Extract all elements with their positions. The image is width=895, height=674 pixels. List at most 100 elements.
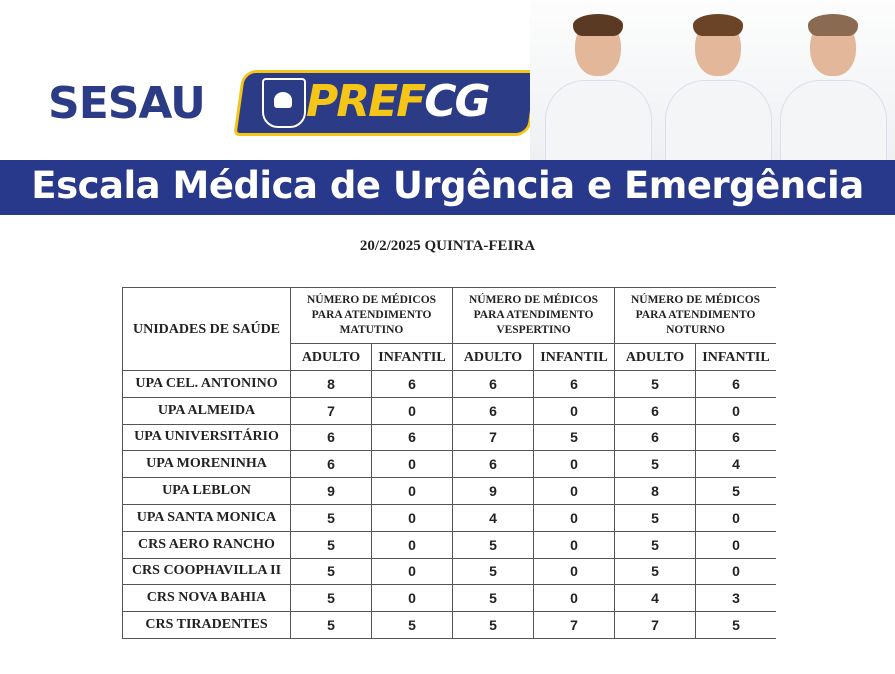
sesau-logo: SESAU	[48, 78, 206, 129]
doctor-count: 4	[614, 584, 696, 613]
group-header-noturno: NÚMERO DE MÉDICOS PARA ATENDIMENTO NOTURNO	[614, 287, 776, 344]
unit-name: UPA MORENINHA	[122, 450, 291, 479]
table-row: UPA SANTA MONICA 5 0 4 0 5 0	[122, 503, 776, 532]
table-row: CRS COOPHAVILLA II 5 0 5 0 5 0	[122, 557, 776, 586]
doctor-count: 9	[452, 477, 534, 505]
doctor-count: 5	[290, 611, 372, 639]
doctor-count: 6	[452, 396, 534, 425]
group-header-vespertino: NÚMERO DE MÉDICOS PARA ATENDIMENTO VESPERT…	[452, 287, 615, 344]
sub-header: INFANTIL	[695, 343, 776, 371]
doctor-count: 5	[452, 530, 534, 559]
doctor-count: 5	[452, 557, 534, 586]
unit-column-header: UNIDADES DE SAÚDE	[122, 287, 291, 371]
unit-name: UPA SANTA MONICA	[122, 503, 291, 532]
doctor-count: 8	[614, 477, 696, 505]
doctor-count: 4	[452, 503, 534, 532]
doctor-count: 5	[614, 370, 696, 398]
page-title: Escala Médica de Urgência e Emergência	[31, 164, 864, 207]
doctor-count: 0	[371, 557, 453, 586]
doctor-figure	[665, 10, 772, 160]
doctor-count: 6	[452, 370, 534, 398]
doctor-count: 0	[695, 396, 776, 425]
unit-name: CRS TIRADENTES	[122, 611, 291, 639]
doctor-count: 0	[695, 530, 776, 559]
doctor-count: 5	[614, 503, 696, 532]
doctor-count: 5	[290, 530, 372, 559]
table-row: UPA MORENINHA 6 0 6 0 5 4	[122, 450, 776, 479]
schedule-table: UNIDADES DE SAÚDE NÚMERO DE MÉDICOS PARA …	[122, 287, 776, 639]
doctor-count: 3	[695, 584, 776, 613]
doctor-count: 6	[371, 423, 453, 452]
doctor-count: 0	[533, 530, 615, 559]
unit-name: CRS AERO RANCHO	[122, 530, 291, 559]
logo-pref: PREF	[306, 76, 426, 127]
doctor-count: 6	[614, 423, 696, 452]
doctor-count: 0	[371, 530, 453, 559]
group-header-matutino: NÚMERO DE MÉDICOS PARA ATENDIMENTO MATUTIN…	[290, 287, 453, 344]
title-banner: Escala Médica de Urgência e Emergência	[0, 160, 895, 215]
doctor-count: 6	[614, 396, 696, 425]
doctor-count: 5	[695, 611, 776, 639]
doctor-count: 0	[371, 503, 453, 532]
unit-name: UPA ALMEIDA	[122, 396, 291, 425]
doctor-count: 0	[533, 557, 615, 586]
doctor-count: 5	[533, 423, 615, 452]
doctor-count: 6	[533, 370, 615, 398]
doctor-count: 6	[290, 423, 372, 452]
doctor-count: 7	[533, 611, 615, 639]
doctor-count: 7	[614, 611, 696, 639]
doctor-count: 0	[533, 477, 615, 505]
doctor-count: 7	[290, 396, 372, 425]
schedule-date: 20/2/2025 QUINTA-FEIRA	[359, 238, 536, 254]
unit-name: UPA UNIVERSITÁRIO	[122, 423, 291, 452]
doctor-figure	[545, 10, 652, 160]
doctor-count: 5	[614, 450, 696, 479]
doctor-count: 0	[371, 477, 453, 505]
sub-header: ADULTO	[290, 343, 372, 371]
doctor-count: 0	[371, 450, 453, 479]
doctor-count: 0	[695, 503, 776, 532]
table-row: CRS NOVA BAHIA 5 0 5 0 4 3	[122, 584, 776, 613]
doctor-count: 5	[290, 557, 372, 586]
doctor-count: 0	[533, 584, 615, 613]
doctor-count: 6	[371, 370, 453, 398]
doctor-count: 6	[452, 450, 534, 479]
doctor-count: 6	[695, 423, 776, 452]
doctor-count: 5	[290, 584, 372, 613]
sub-header: INFANTIL	[371, 343, 453, 371]
doctor-count: 7	[452, 423, 534, 452]
doctor-count: 5	[695, 477, 776, 505]
table-row: UPA ALMEIDA 7 0 6 0 6 0	[122, 396, 776, 425]
table-row: UPA LEBLON 9 0 9 0 8 5	[122, 477, 776, 505]
unit-name: CRS COOPHAVILLA II	[122, 557, 291, 586]
doctor-count: 0	[533, 450, 615, 479]
doctor-count: 0	[533, 396, 615, 425]
doctor-count: 5	[371, 611, 453, 639]
coat-of-arms-icon	[262, 78, 306, 128]
table-row: CRS TIRADENTES 5 5 5 7 7 5	[122, 611, 776, 639]
doctor-count: 6	[695, 370, 776, 398]
doctor-count: 5	[614, 530, 696, 559]
table-row: UPA CEL. ANTONINO 8 6 6 6 5 6	[122, 370, 776, 398]
doctors-photo	[530, 0, 895, 160]
doctor-count: 0	[371, 396, 453, 425]
doctor-count: 6	[290, 450, 372, 479]
doctor-count: 0	[533, 503, 615, 532]
unit-name: UPA CEL. ANTONINO	[122, 370, 291, 398]
doctor-count: 9	[290, 477, 372, 505]
doctor-count: 5	[614, 557, 696, 586]
doctor-count: 5	[452, 584, 534, 613]
logo-cg: CG	[424, 76, 490, 127]
doctor-count: 8	[290, 370, 372, 398]
prefcg-logo-text: PREFCG	[306, 76, 491, 127]
unit-name: UPA LEBLON	[122, 477, 291, 505]
sub-header: ADULTO	[452, 343, 534, 371]
doctor-count: 4	[695, 450, 776, 479]
doctor-count: 5	[452, 611, 534, 639]
sub-header: ADULTO	[614, 343, 696, 371]
table-row: UPA UNIVERSITÁRIO 6 6 7 5 6 6	[122, 423, 776, 452]
doctor-count: 5	[290, 503, 372, 532]
doctor-count: 0	[695, 557, 776, 586]
unit-name: CRS NOVA BAHIA	[122, 584, 291, 613]
doctor-figure	[780, 10, 887, 160]
